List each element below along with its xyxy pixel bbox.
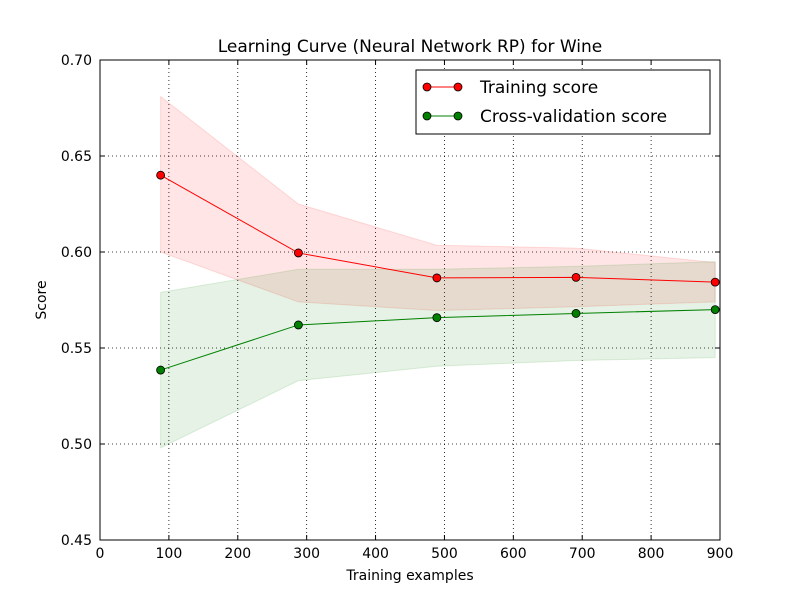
x-tick-label: 100 bbox=[156, 546, 183, 562]
x-tick-label: 300 bbox=[293, 546, 320, 562]
x-tick-labels: 0 100 200 300 400 500 600 700 800 900 bbox=[96, 546, 734, 562]
plot-area-background bbox=[100, 60, 720, 540]
cross-validation-score-point bbox=[432, 313, 442, 323]
x-tick-label: 200 bbox=[224, 546, 251, 562]
legend-cv-marker-right bbox=[453, 111, 463, 121]
legend: Training score Cross-validation score bbox=[415, 69, 711, 135]
series-markers bbox=[156, 170, 720, 375]
training-score-point bbox=[293, 248, 303, 258]
x-tick-label: 900 bbox=[707, 546, 734, 562]
x-axis-label: Training examples bbox=[345, 568, 473, 584]
x-tick-label: 800 bbox=[638, 546, 665, 562]
cross-validation-score-point bbox=[156, 365, 166, 375]
training-score-point bbox=[571, 272, 581, 282]
cross-validation-score-point bbox=[293, 320, 303, 330]
x-tick-label: 0 bbox=[96, 546, 105, 562]
y-tick-label: 0.65 bbox=[61, 149, 92, 165]
x-tick-label: 600 bbox=[500, 546, 527, 562]
y-tick-label: 0.70 bbox=[61, 53, 92, 69]
chart-title: Learning Curve (Neural Network RP) for W… bbox=[218, 37, 603, 57]
legend-training-label: Training score bbox=[479, 78, 598, 98]
cross-validation-score-point bbox=[571, 309, 581, 318]
legend-cv-marker-left bbox=[422, 111, 432, 121]
training-score-point bbox=[156, 170, 166, 180]
x-tick-label: 700 bbox=[569, 546, 596, 562]
x-tick-label: 500 bbox=[431, 546, 458, 562]
y-tick-label: 0.45 bbox=[61, 533, 92, 549]
legend-training-marker-left bbox=[422, 82, 432, 92]
y-axis-label: Score bbox=[34, 280, 50, 319]
y-tick-label: 0.60 bbox=[61, 245, 92, 261]
y-tick-label: 0.50 bbox=[61, 437, 92, 453]
legend-training-marker-right bbox=[453, 82, 463, 92]
grid-lines bbox=[100, 60, 720, 540]
y-tick-labels: 0.45 0.50 0.55 0.60 0.65 0.70 bbox=[61, 53, 92, 549]
training-score-point bbox=[710, 277, 720, 287]
y-tick-label: 0.55 bbox=[61, 341, 92, 357]
legend-cv-label: Cross-validation score bbox=[480, 107, 667, 127]
plot-area-frame bbox=[99, 59, 721, 541]
legend-frame bbox=[415, 69, 711, 135]
axis-ticks bbox=[99, 59, 721, 541]
x-tick-label: 400 bbox=[362, 546, 389, 562]
cross-validation-score-point bbox=[710, 305, 720, 315]
training-score-point bbox=[432, 273, 442, 283]
